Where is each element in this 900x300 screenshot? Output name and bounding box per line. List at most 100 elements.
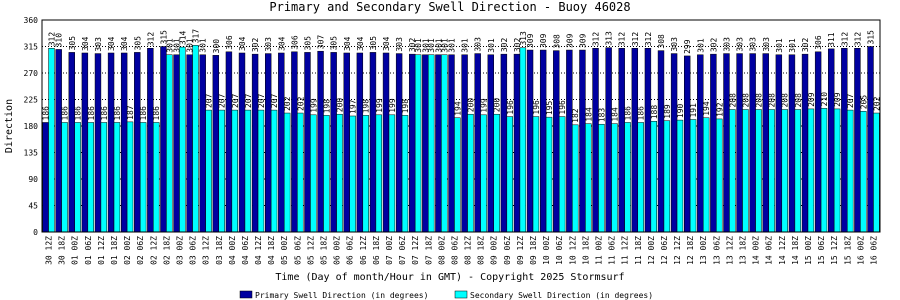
- value-label: 313: [605, 31, 614, 46]
- value-label: 309: [578, 33, 587, 48]
- x-tick-label: 15 12Z: [830, 236, 839, 265]
- bar: [401, 115, 409, 233]
- bar: [461, 54, 468, 233]
- bar: [480, 114, 487, 233]
- value-label: 301: [461, 38, 470, 53]
- value-label: 307: [317, 35, 326, 50]
- x-tick-label: 14 12Z: [778, 236, 787, 265]
- bar: [409, 53, 416, 233]
- bar: [94, 53, 102, 233]
- bar: [362, 115, 369, 233]
- plot-border: [41, 19, 881, 233]
- value-label: 302: [251, 38, 260, 53]
- bar: [841, 48, 848, 233]
- bar: [742, 109, 749, 233]
- x-tick-label: 14 00Z: [752, 236, 761, 265]
- bar: [710, 53, 717, 233]
- bar: [160, 46, 167, 233]
- value-label: 207: [205, 93, 214, 108]
- x-tick-label: 01 00Z: [71, 236, 80, 265]
- bar: [598, 123, 605, 233]
- value-label: 301: [434, 38, 443, 53]
- x-tick-label: 08 12Z: [464, 236, 473, 265]
- value-label: 301: [199, 38, 208, 53]
- bar: [139, 122, 147, 233]
- bar: [153, 122, 160, 233]
- x-tick-label: 04 18Z: [267, 236, 276, 265]
- bar: [801, 53, 809, 233]
- value-label: 182: [571, 108, 580, 123]
- value-label: 187: [126, 105, 135, 120]
- value-label: 312: [644, 32, 653, 47]
- bar: [526, 49, 534, 233]
- value-label: 301: [165, 38, 174, 53]
- bar: [349, 115, 356, 233]
- value-label: 183: [597, 108, 606, 123]
- bar: [566, 49, 573, 233]
- value-label: 303: [474, 37, 483, 52]
- value-label: 301: [696, 38, 705, 53]
- value-label: 305: [68, 36, 77, 51]
- bar: [68, 52, 75, 233]
- value-label: 302: [408, 38, 417, 53]
- x-tick-label: 13 00Z: [699, 236, 708, 265]
- x-axis-title: Time (Day of month/Hour in GMT) - Copyri…: [275, 272, 624, 283]
- bar: [833, 108, 841, 233]
- bar: [736, 53, 743, 233]
- bar: [657, 50, 665, 233]
- bar: [572, 124, 579, 233]
- value-label: 303: [749, 37, 758, 52]
- value-label: 186: [74, 106, 83, 121]
- value-label: 302: [513, 38, 522, 53]
- bar: [755, 109, 762, 233]
- value-label: 202: [283, 96, 292, 111]
- value-label: 306: [814, 35, 823, 50]
- bar: [278, 52, 285, 233]
- value-label: 184: [611, 107, 620, 122]
- bar: [854, 48, 861, 233]
- value-label: 207: [244, 93, 253, 108]
- bar: [794, 109, 802, 233]
- value-label: 305: [303, 36, 312, 51]
- legend-swatch: [454, 290, 468, 299]
- y-tick-label: 225: [24, 96, 39, 105]
- value-label: 301: [421, 38, 430, 53]
- value-label: 300: [212, 39, 221, 54]
- value-label: 312: [631, 32, 640, 47]
- bar: [257, 109, 265, 233]
- value-label: 312: [47, 32, 56, 47]
- bar: [42, 122, 49, 233]
- bar: [179, 46, 186, 233]
- bar: [343, 52, 350, 233]
- value-label: 302: [500, 38, 509, 53]
- bar: [762, 53, 769, 233]
- value-label: 208: [794, 93, 803, 108]
- value-label: 309: [565, 33, 574, 48]
- bar: [147, 48, 154, 233]
- value-label: 312: [146, 32, 155, 47]
- x-tick-label: 02 12Z: [149, 236, 158, 265]
- x-tick-label: 03 18Z: [215, 236, 224, 265]
- x-tick-label: 04 12Z: [254, 236, 263, 265]
- legend-swatch: [239, 290, 253, 299]
- value-label: 303: [736, 37, 745, 52]
- x-tick-label: 05 00Z: [280, 236, 289, 265]
- value-label: 199: [480, 98, 489, 113]
- value-label: 303: [264, 37, 273, 52]
- value-label: 303: [670, 37, 679, 52]
- value-label: 302: [709, 38, 718, 53]
- value-label: 209: [807, 92, 816, 107]
- value-label: 304: [343, 36, 352, 51]
- value-label: 304: [107, 36, 116, 51]
- bar: [310, 114, 317, 233]
- value-label: 186: [100, 106, 109, 121]
- x-tick-label: 07 00Z: [385, 236, 394, 265]
- bar: [467, 113, 474, 233]
- bar: [186, 54, 193, 233]
- value-label: 186: [637, 106, 646, 121]
- value-label: 199: [388, 98, 397, 113]
- x-tick-label: 12 12Z: [673, 236, 682, 265]
- bar: [807, 108, 815, 233]
- value-label: 194: [453, 101, 462, 116]
- x-tick-label: 13 18Z: [739, 236, 748, 265]
